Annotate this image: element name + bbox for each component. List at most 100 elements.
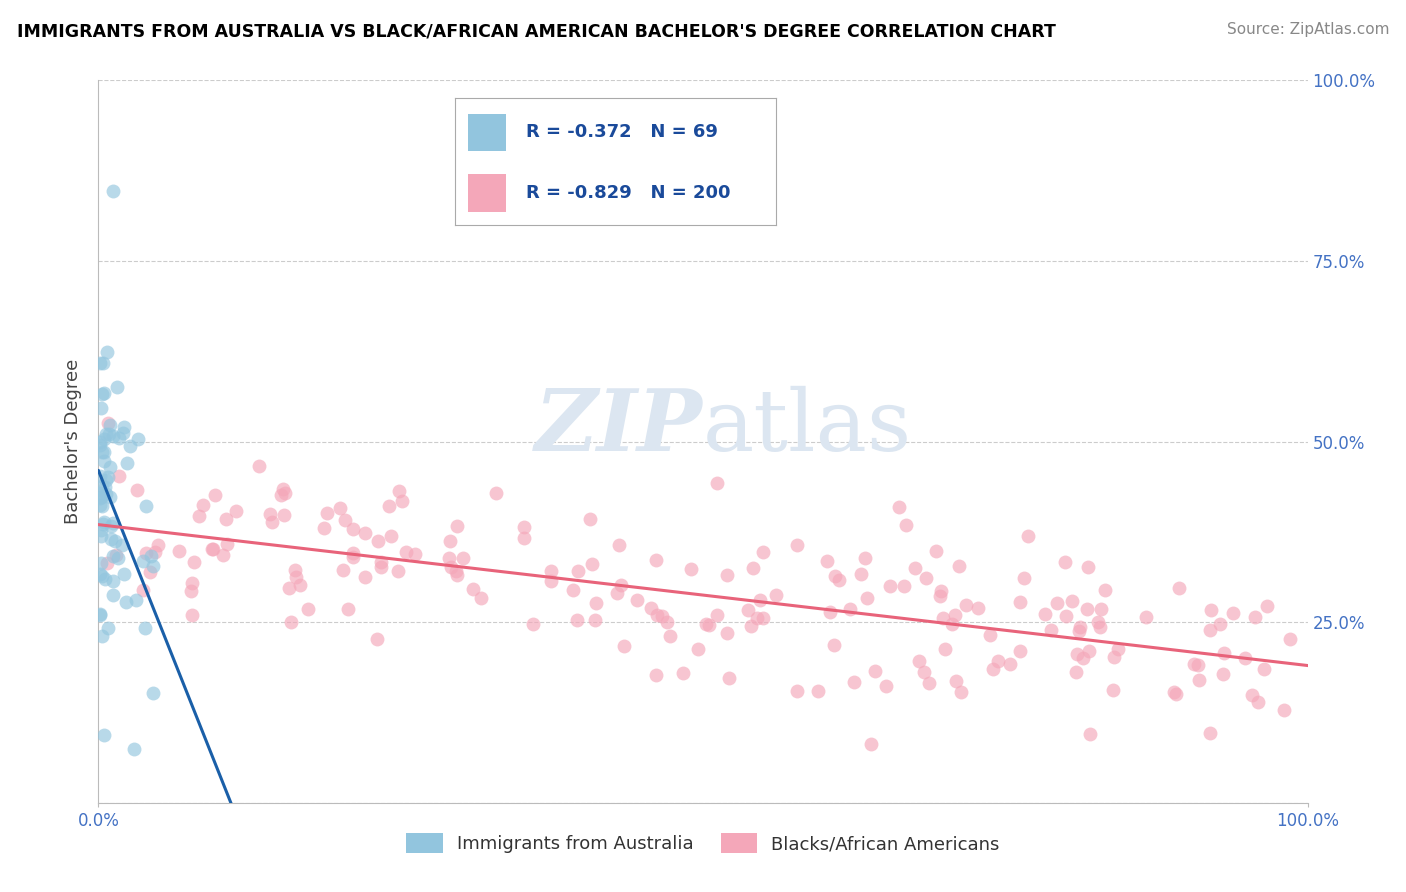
Point	[90, 529, 112, 543]
Point	[1046, 596, 1069, 610]
Point	[112, 566, 135, 581]
Point	[856, 591, 879, 606]
Point	[342, 546, 364, 560]
Point	[367, 533, 389, 548]
Point	[259, 507, 281, 521]
Point	[387, 564, 409, 578]
Point	[94, 480, 117, 494]
Point	[89, 607, 111, 621]
Legend: Immigrants from Australia, Blacks/African Americans: Immigrants from Australia, Blacks/Africa…	[398, 824, 1008, 863]
Point	[297, 602, 319, 616]
Point	[388, 484, 411, 499]
Point	[1272, 703, 1295, 717]
Point	[451, 551, 474, 566]
Point	[1253, 662, 1275, 676]
Point	[191, 498, 214, 512]
Y-axis label: Bachelor's Degree: Bachelor's Degree	[65, 359, 83, 524]
Point	[686, 641, 709, 656]
Point	[1135, 609, 1157, 624]
Point	[125, 592, 148, 607]
Point	[706, 475, 728, 490]
Point	[370, 556, 392, 570]
Point	[204, 488, 226, 502]
Point	[271, 482, 294, 496]
Point	[1067, 624, 1090, 638]
Point	[115, 595, 138, 609]
Point	[1088, 620, 1111, 634]
Point	[217, 537, 239, 551]
Point	[337, 602, 360, 616]
Point	[485, 485, 508, 500]
Point	[1040, 623, 1063, 637]
Point	[967, 600, 990, 615]
Point	[981, 662, 1004, 676]
Point	[863, 665, 886, 679]
Point	[100, 532, 122, 546]
Point	[312, 521, 335, 535]
Point	[89, 356, 111, 370]
Point	[93, 728, 115, 742]
Point	[1101, 682, 1123, 697]
Point	[122, 742, 145, 756]
Point	[561, 582, 583, 597]
Point	[89, 608, 111, 623]
Point	[817, 554, 839, 568]
Point	[132, 582, 155, 597]
Point	[146, 538, 169, 552]
Point	[945, 674, 967, 689]
Point	[96, 345, 118, 359]
Point	[270, 488, 292, 502]
Point	[278, 582, 301, 596]
Point	[745, 611, 768, 625]
Point	[439, 534, 461, 549]
Point	[1212, 667, 1234, 681]
Point	[1244, 610, 1267, 624]
Point	[395, 545, 418, 559]
Point	[904, 561, 927, 575]
Point	[1090, 602, 1112, 616]
Point	[332, 563, 354, 577]
Point	[115, 456, 138, 470]
Point	[695, 617, 717, 632]
Point	[585, 596, 607, 610]
Point	[1071, 650, 1094, 665]
Point	[93, 572, 115, 586]
Point	[1053, 555, 1076, 569]
Point	[90, 524, 112, 538]
Point	[90, 569, 112, 583]
Point	[824, 568, 846, 582]
Point	[90, 499, 112, 513]
Point	[583, 613, 606, 627]
Point	[849, 566, 872, 581]
Point	[89, 498, 111, 512]
Point	[90, 387, 112, 401]
Point	[1246, 695, 1268, 709]
Point	[1164, 687, 1187, 701]
Point	[1182, 657, 1205, 671]
Point	[859, 737, 882, 751]
Point	[1278, 632, 1301, 647]
Point	[93, 453, 115, 467]
Point	[273, 508, 295, 522]
Point	[105, 380, 128, 394]
Point	[98, 427, 121, 442]
Point	[97, 416, 120, 430]
Point	[167, 544, 190, 558]
Point	[96, 473, 118, 487]
Point	[89, 567, 111, 582]
Point	[1077, 560, 1099, 574]
Point	[127, 483, 149, 497]
Point	[875, 679, 897, 693]
Point	[607, 537, 630, 551]
Point	[786, 538, 808, 552]
Point	[134, 621, 156, 635]
Point	[463, 582, 485, 596]
Point	[672, 665, 695, 680]
Point	[446, 567, 468, 582]
Point	[97, 621, 120, 635]
Point	[1012, 571, 1035, 585]
Point	[90, 401, 112, 415]
Point	[1209, 617, 1232, 632]
Point	[93, 445, 115, 459]
Point	[101, 549, 124, 563]
